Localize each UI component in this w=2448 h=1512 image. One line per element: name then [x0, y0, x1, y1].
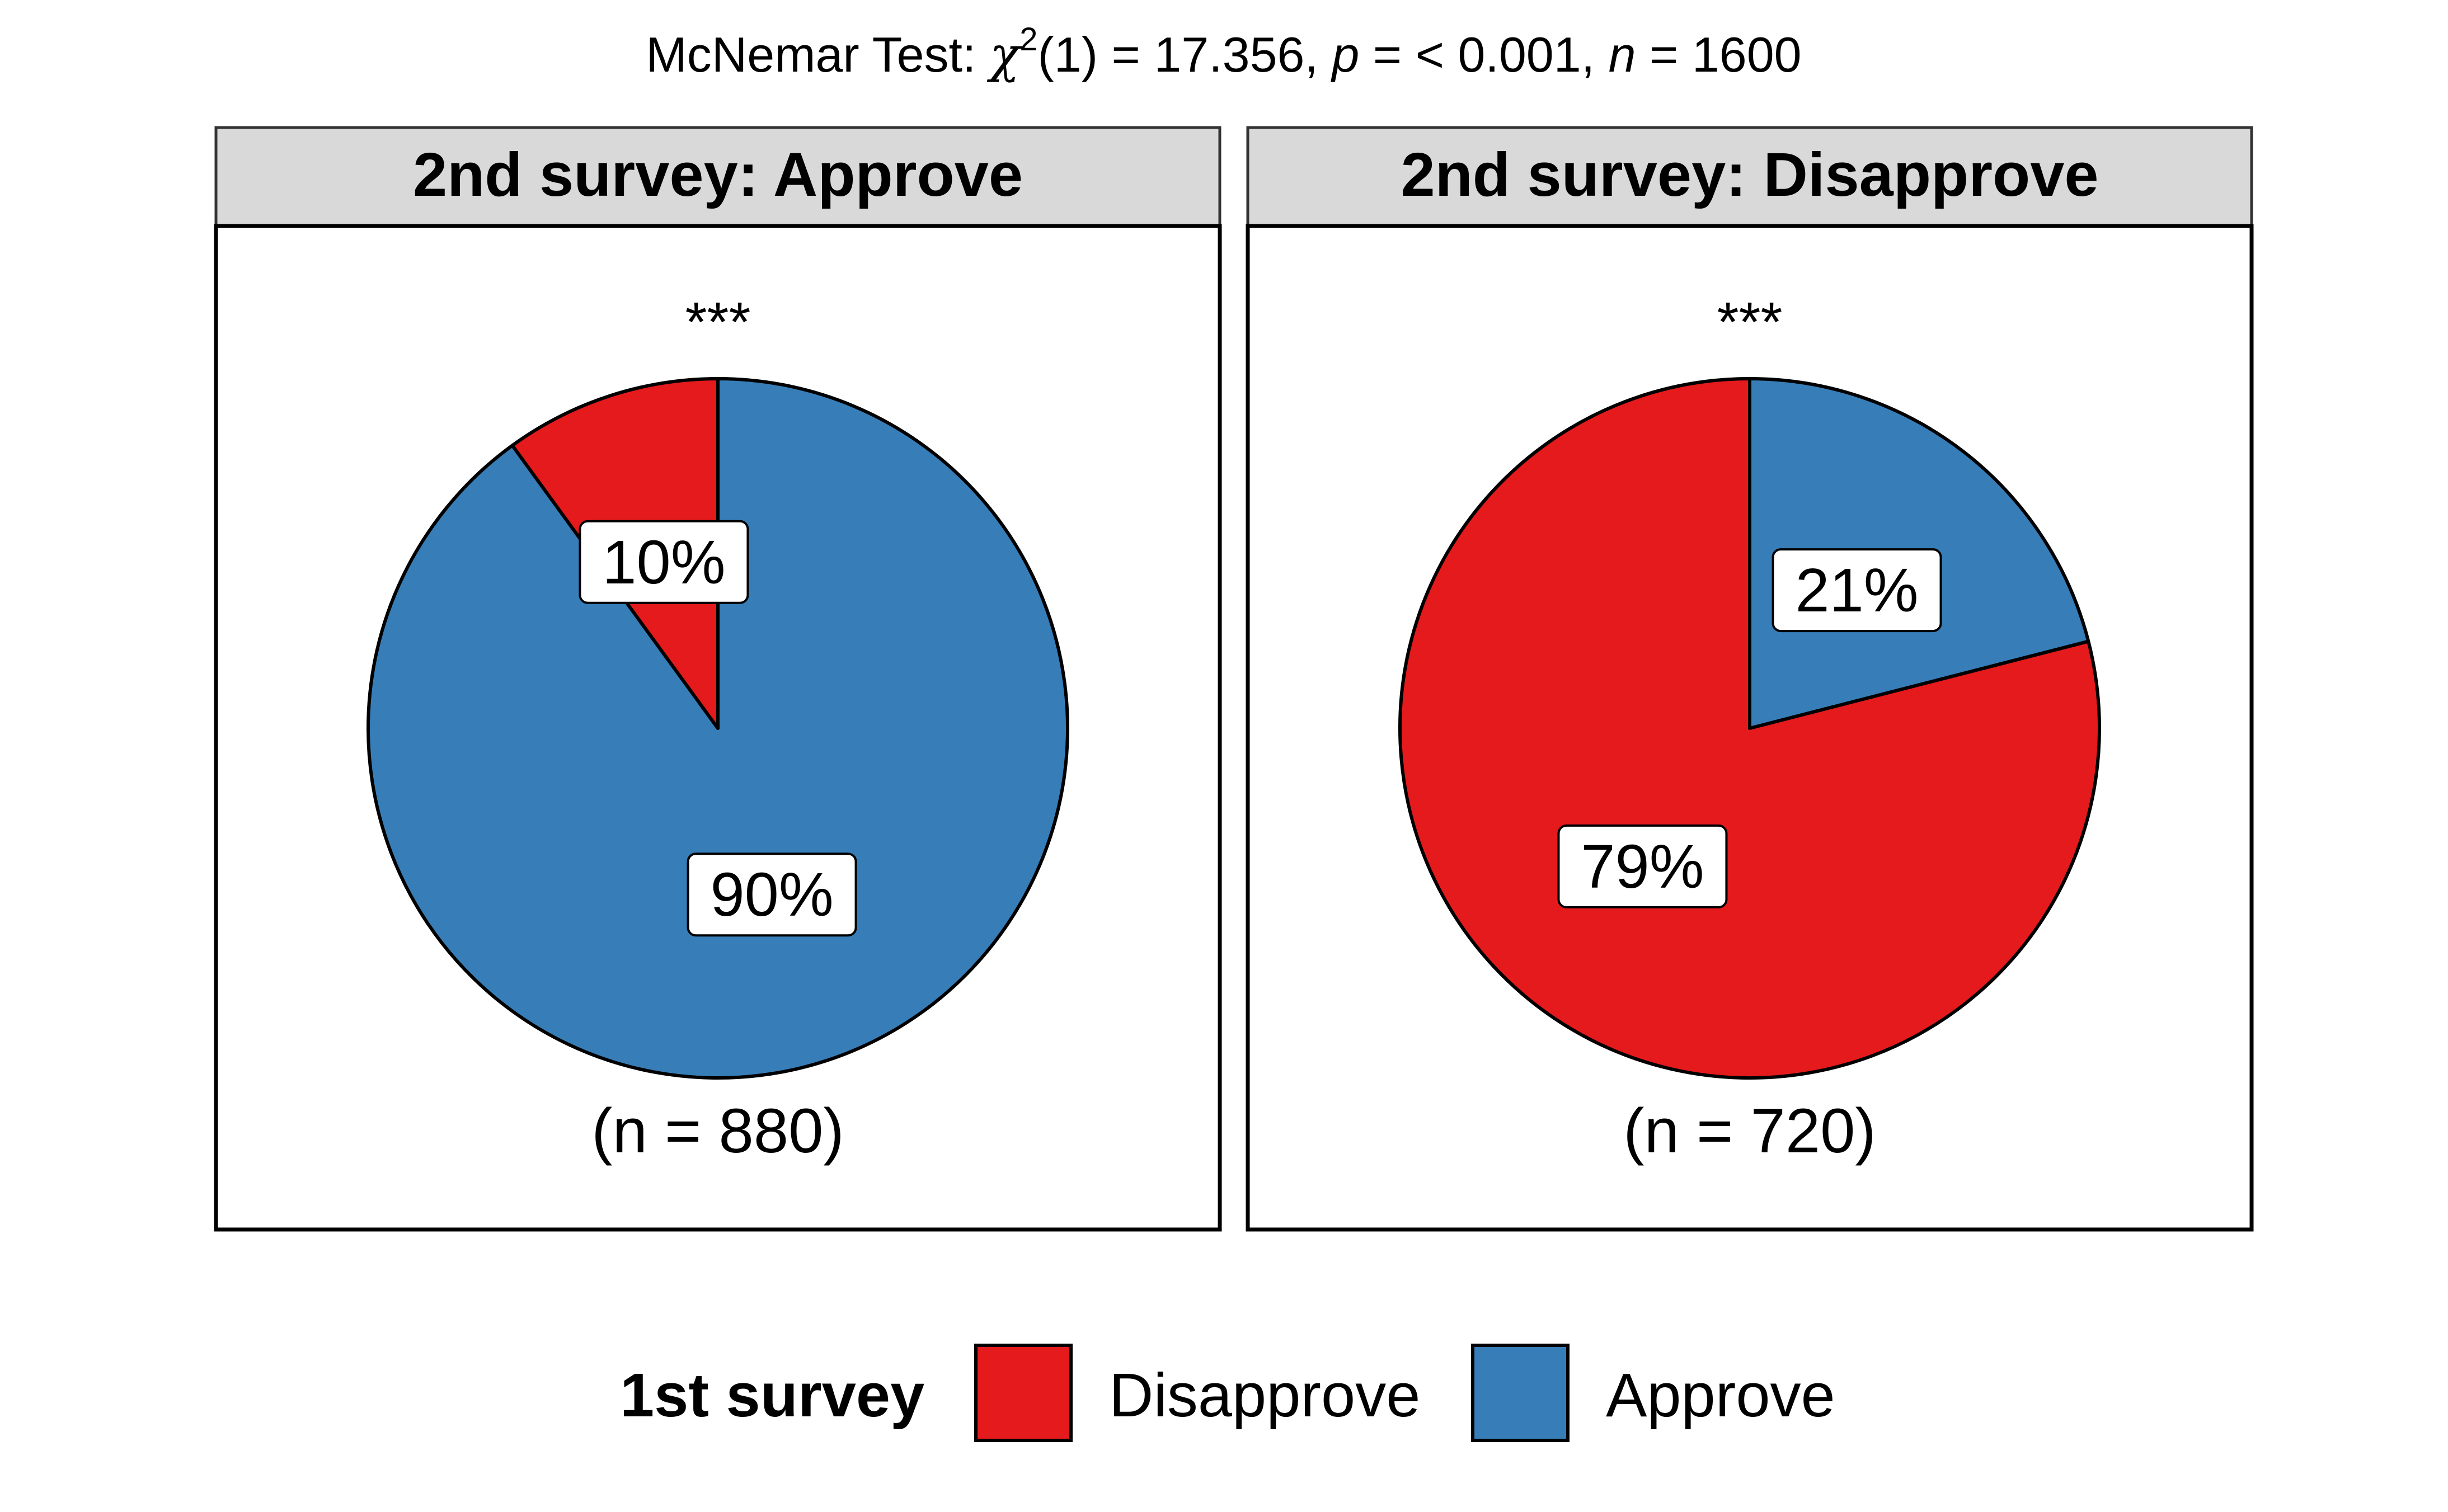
- slice-label-disapprove: 10%: [602, 528, 725, 597]
- slice-label-disapprove: 79%: [1581, 832, 1704, 901]
- facet-approve: 2nd survey: Approve *** 90% 10% (n = 880): [214, 126, 1222, 1232]
- legend-label-approve: Approve: [1606, 1361, 1835, 1430]
- slice-label-box: [579, 520, 749, 604]
- pie: 21% 79%: [1398, 377, 2101, 1080]
- slice-label-approve: 21%: [1795, 556, 1918, 625]
- significance-stars: ***: [685, 291, 751, 354]
- slice-label-box: [1772, 548, 1942, 633]
- legend-title: 1st survey: [620, 1361, 924, 1430]
- subtitle-df: (1) = 17.356,: [1037, 27, 1332, 82]
- subtitle-p-value: = < 0.001,: [1359, 27, 1608, 82]
- chart-subtitle: McNemar Test: χ2(1) = 17.356, p = < 0.00…: [646, 21, 1801, 83]
- subtitle-n-symbol: n: [1609, 27, 1636, 82]
- pie: 90% 10%: [367, 377, 1069, 1080]
- subtitle-chi: χ: [986, 26, 1022, 83]
- facet-strip-label: 2nd survey: Approve: [413, 140, 1023, 209]
- subtitle-p-symbol: p: [1330, 27, 1359, 82]
- facet-strip-label: 2nd survey: Disapprove: [1401, 140, 2098, 209]
- legend: 1st survey Disapprove Approve: [620, 1344, 1835, 1442]
- slice-label-box: [1557, 824, 1728, 908]
- facet-strip: [214, 126, 1221, 228]
- legend-label-disapprove: Disapprove: [1109, 1361, 1420, 1430]
- subtitle-chi-exponent: 2: [1019, 21, 1037, 58]
- sample-size-caption: (n = 720): [1623, 1096, 1876, 1166]
- sample-size-caption: (n = 880): [591, 1096, 844, 1166]
- facet-strip: [1246, 126, 2253, 228]
- slice-label-approve: 90%: [710, 860, 833, 929]
- subtitle-prefix: McNemar Test:: [646, 27, 990, 82]
- facet-disapprove: 2nd survey: Disapprove *** 21% 79% (n = 7…: [1246, 126, 2254, 1232]
- legend-swatch-approve: [1471, 1344, 1570, 1442]
- subtitle-n-value: = 1600: [1636, 27, 1802, 82]
- significance-stars: ***: [1717, 291, 1783, 354]
- slice-label-box: [687, 852, 857, 937]
- legend-swatch-disapprove: [974, 1344, 1073, 1442]
